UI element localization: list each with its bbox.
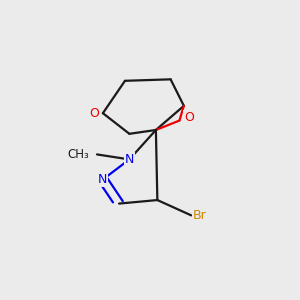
- Text: CH₃: CH₃: [67, 148, 89, 161]
- Text: N: N: [125, 153, 134, 166]
- Text: O: O: [184, 111, 194, 124]
- Text: N: N: [98, 173, 108, 186]
- Text: Br: Br: [193, 209, 206, 222]
- Text: O: O: [90, 107, 100, 120]
